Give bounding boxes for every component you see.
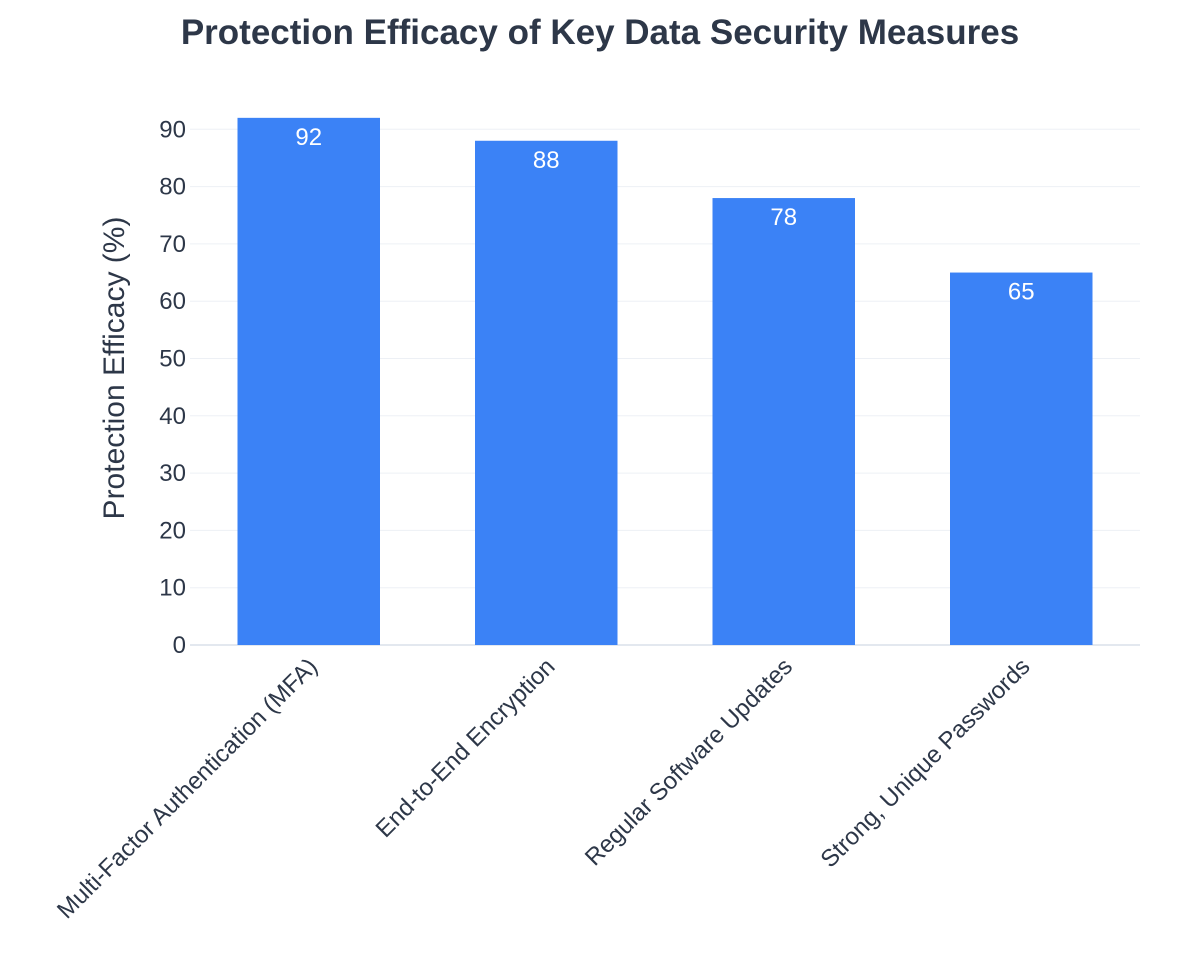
y-tick-label: 60	[159, 288, 186, 315]
x-axis-ticks: Multi-Factor Authentication (MFA) End-to-…	[52, 653, 1035, 924]
y-tick-label: 0	[173, 632, 186, 659]
bar	[950, 272, 1093, 645]
y-axis-title: Protection Efficacy (%)	[98, 217, 131, 520]
y-tick-label: 30	[159, 460, 186, 487]
y-axis-ticks: 0 10 20 30 40 50 60 70 80 90	[159, 116, 186, 659]
y-tick-label: 70	[159, 231, 186, 258]
y-tick-label: 40	[159, 403, 186, 430]
y-tick-label: 90	[159, 116, 186, 143]
bar	[712, 198, 855, 645]
y-tick-label: 80	[159, 174, 186, 201]
bars: 92 88 78 65	[237, 117, 1093, 646]
bar	[475, 140, 618, 645]
bar-data-label: 88	[533, 147, 560, 174]
bar-data-label: 92	[295, 124, 322, 151]
x-tick-label: Strong, Unique Passwords	[815, 653, 1035, 873]
x-tick-label: Multi-Factor Authentication (MFA)	[52, 653, 323, 924]
x-tick-label: End-to-End Encryption	[371, 653, 561, 843]
y-tick-label: 10	[159, 575, 186, 602]
chart-title: Protection Efficacy of Key Data Security…	[181, 13, 1019, 52]
x-tick-label: Regular Software Updates	[580, 653, 798, 871]
bar-data-label: 65	[1008, 279, 1035, 306]
y-tick-label: 20	[159, 517, 186, 544]
y-tick-label: 50	[159, 346, 186, 373]
bar	[237, 117, 380, 646]
bar-data-label: 78	[770, 204, 797, 231]
